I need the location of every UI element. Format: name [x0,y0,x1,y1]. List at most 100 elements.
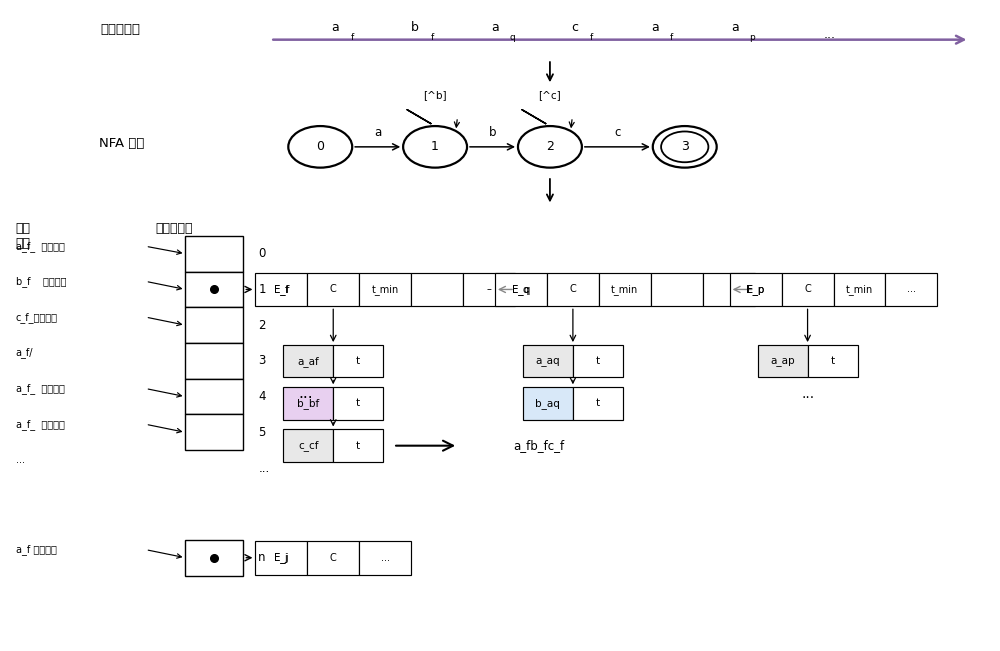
Text: C: C [804,284,811,294]
Bar [185,271,243,307]
Bar [333,430,383,462]
Bar [599,273,651,307]
Bar [185,343,243,379]
Bar [359,273,411,307]
Text: 3: 3 [681,141,689,154]
Text: c: c [614,126,621,139]
Bar [333,387,383,420]
Text: a: a [491,21,499,35]
Text: E_j: E_j [274,552,288,563]
Text: a_f 映射作用: a_f 映射作用 [16,544,57,555]
Text: a_aq: a_aq [536,356,560,367]
Text: E_f: E_f [274,284,289,295]
Text: E_q: E_q [512,284,530,295]
Text: t_min: t_min [372,284,399,295]
Circle shape [518,126,582,168]
Circle shape [288,126,352,168]
Bar [463,273,515,307]
Bar [834,273,885,307]
Text: a: a [651,21,659,35]
Text: f: f [590,33,593,42]
Text: a_f_  映射作用: a_f_ 映射作用 [16,383,65,394]
Bar [885,273,937,307]
Text: b: b [411,21,419,35]
Text: 原子事件流: 原子事件流 [101,23,141,36]
Bar [255,541,307,575]
Text: b_bf: b_bf [297,398,319,409]
Text: C: C [330,553,337,562]
Bar [333,345,383,378]
Bar [283,387,333,420]
Circle shape [403,126,467,168]
Text: t: t [356,441,360,450]
Text: 4: 4 [258,390,266,403]
Text: ...: ... [824,28,836,41]
Text: t: t [356,356,360,367]
Text: ...: ... [907,284,916,294]
Text: t_min: t_min [846,284,873,295]
Text: b: b [489,126,496,139]
Bar [547,273,599,307]
Text: [^b]: [^b] [423,90,447,100]
Text: a: a [731,21,739,35]
Text: E_j: E_j [274,552,289,563]
Text: ...: ... [381,553,390,562]
Text: 1: 1 [258,283,266,296]
Text: a: a [374,126,381,139]
Bar [573,387,623,420]
Text: C: C [570,284,576,294]
Text: t: t [356,398,360,408]
Bar [730,273,782,307]
Bar [411,273,463,307]
Text: NFA 检测: NFA 检测 [99,137,144,150]
Text: 2: 2 [258,319,266,331]
Text: ...: ... [258,462,270,475]
Text: E_p: E_p [747,284,764,295]
Bar [185,415,243,450]
Text: b_f    映射作用: b_f 映射作用 [16,276,66,287]
Bar [573,345,623,378]
Text: t: t [596,398,600,408]
Bar [185,236,243,271]
Bar [703,273,755,307]
Text: a_f_  映射作用: a_f_ 映射作用 [16,419,65,430]
Text: 2: 2 [546,141,554,154]
Text: 原子
事件: 原子 事件 [16,221,31,249]
Text: 0: 0 [316,141,324,154]
Bar [185,379,243,415]
Bar [782,273,834,307]
Bar [283,345,333,378]
Bar [185,540,243,575]
Text: a_ap: a_ap [770,356,795,367]
Bar [359,541,411,575]
Text: E_f: E_f [274,284,288,295]
Circle shape [661,132,708,162]
Text: E_q: E_q [512,284,530,295]
Text: p: p [749,33,755,42]
Bar [523,345,573,378]
Text: E_p: E_p [746,284,765,295]
Text: a_af: a_af [297,356,319,367]
Text: q: q [509,33,515,42]
Bar [523,387,573,420]
Bar [283,430,333,462]
Text: t_min: t_min [611,284,638,295]
Text: 1: 1 [431,141,439,154]
Bar [758,345,808,378]
Text: ...: ... [298,386,313,401]
Text: f: f [430,33,434,42]
Text: t: t [596,356,600,367]
Text: n: n [258,551,266,564]
Bar [255,273,307,307]
Text: f: f [351,33,354,42]
Text: a: a [331,21,339,35]
Bar [808,345,858,378]
Text: C: C [330,284,337,294]
Text: c_f_映射作用: c_f_映射作用 [16,312,58,322]
Text: 0: 0 [258,247,266,260]
Text: 3: 3 [258,354,266,367]
Text: a_fb_fc_f: a_fb_fc_f [513,439,564,452]
Text: c: c [571,21,578,35]
Text: t: t [830,356,835,367]
Circle shape [653,126,717,168]
